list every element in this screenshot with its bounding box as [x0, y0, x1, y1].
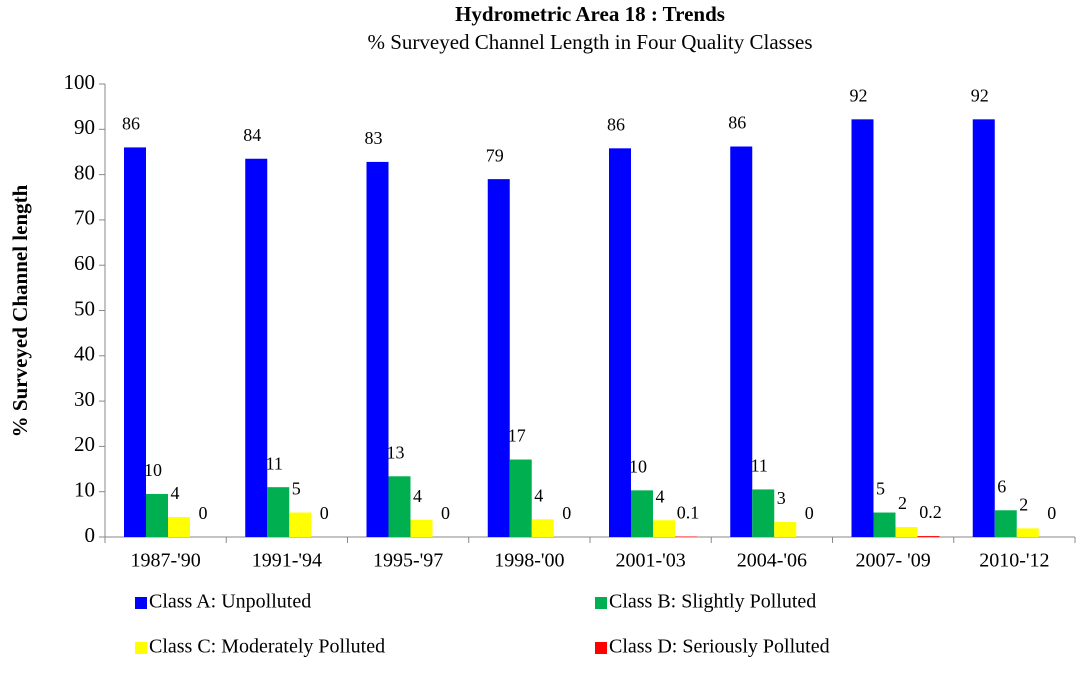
- y-tick-label: 60: [74, 251, 95, 275]
- legend-label: Class D: Seriously Polluted: [609, 636, 830, 658]
- bar: [388, 476, 411, 537]
- bar: [972, 119, 995, 538]
- x-tick-label: 2010-'12: [979, 550, 1049, 572]
- bar: [410, 519, 433, 537]
- y-tick-label: 90: [74, 115, 95, 139]
- legend-swatch: [135, 597, 147, 609]
- data-label: 0: [805, 503, 814, 523]
- data-label: 79: [486, 145, 504, 165]
- bar: [124, 147, 146, 538]
- data-label: 4: [171, 483, 180, 503]
- x-tick-label: 1998-'00: [494, 550, 564, 572]
- bar: [1016, 528, 1039, 537]
- y-tick-label: 20: [74, 432, 95, 456]
- legend-swatch: [595, 597, 607, 609]
- data-label: 86: [728, 113, 746, 133]
- data-label: 83: [365, 128, 383, 148]
- data-label: 5: [292, 479, 301, 499]
- y-tick-label: 30: [74, 387, 95, 411]
- data-label: 4: [413, 486, 422, 506]
- x-tick-label: 2001-'03: [615, 550, 685, 572]
- bar: [146, 493, 168, 537]
- bar: [851, 119, 874, 538]
- x-tick-label: 1991-'94: [252, 550, 322, 572]
- data-label: 4: [534, 485, 543, 505]
- bar: [730, 146, 753, 537]
- data-label: 4: [656, 486, 665, 506]
- data-label: 0: [320, 503, 329, 523]
- data-label: 0: [199, 503, 208, 523]
- bar: [873, 512, 896, 537]
- legend-label: Class A: Unpolluted: [149, 591, 311, 613]
- data-label: 92: [850, 85, 868, 105]
- data-label: 2: [898, 493, 907, 513]
- y-tick-label: 50: [74, 296, 95, 320]
- data-label: 10: [629, 456, 647, 476]
- data-label: 0: [1047, 503, 1056, 523]
- bar: [267, 487, 290, 537]
- bar: [774, 522, 797, 537]
- legend-label: Class B: Slightly Polluted: [609, 591, 816, 613]
- data-label: 6: [997, 476, 1006, 496]
- x-tick-label: 1987-'90: [130, 550, 200, 572]
- bar: [752, 489, 775, 537]
- y-tick-label: 40: [74, 342, 95, 366]
- y-tick-label: 0: [85, 523, 96, 547]
- bar: [994, 510, 1017, 537]
- bar: [366, 161, 389, 537]
- bar: [631, 490, 653, 537]
- data-label: 5: [876, 479, 885, 499]
- bar: [289, 512, 312, 537]
- x-tick-label: 2007- '09: [855, 550, 930, 572]
- bar: [895, 527, 918, 537]
- x-tick-label: 1995-'97: [373, 550, 443, 572]
- data-label: 86: [607, 114, 625, 134]
- data-label: 0: [441, 503, 450, 523]
- data-label: 86: [122, 114, 140, 134]
- chart-title: Hydrometric Area 18 : Trends: [455, 2, 725, 26]
- bar: [487, 179, 510, 537]
- data-label: 17: [508, 426, 526, 446]
- bar: [509, 459, 532, 537]
- bar: [168, 517, 190, 537]
- legend-swatch: [595, 642, 607, 654]
- y-axis-label: % Surveyed Channel length: [8, 184, 32, 437]
- data-label: 0.1: [677, 503, 700, 523]
- bar: [609, 148, 631, 538]
- data-label: 2: [1019, 495, 1028, 515]
- data-label: 10: [144, 460, 162, 480]
- legend-swatch: [135, 642, 147, 654]
- data-label: 84: [243, 125, 261, 145]
- y-tick-label: 80: [74, 160, 95, 184]
- y-tick-label: 100: [64, 70, 96, 94]
- bar: [917, 536, 940, 537]
- data-label: 13: [387, 442, 405, 462]
- chart-subtitle: % Surveyed Channel Length in Four Qualit…: [367, 30, 812, 54]
- y-tick-label: 70: [74, 206, 95, 230]
- data-label: 11: [751, 456, 768, 476]
- x-tick-label: 2004-'06: [737, 550, 807, 572]
- data-label: 3: [777, 488, 786, 508]
- bar: [245, 158, 268, 537]
- bar: [531, 519, 554, 537]
- data-label: 92: [971, 85, 989, 105]
- legend-label: Class C: Moderately Polluted: [149, 636, 385, 658]
- bar: [653, 520, 675, 537]
- y-tick-label: 10: [74, 478, 95, 502]
- data-label: 0: [562, 503, 571, 523]
- data-label: 0.2: [919, 502, 942, 522]
- data-label: 11: [266, 453, 283, 473]
